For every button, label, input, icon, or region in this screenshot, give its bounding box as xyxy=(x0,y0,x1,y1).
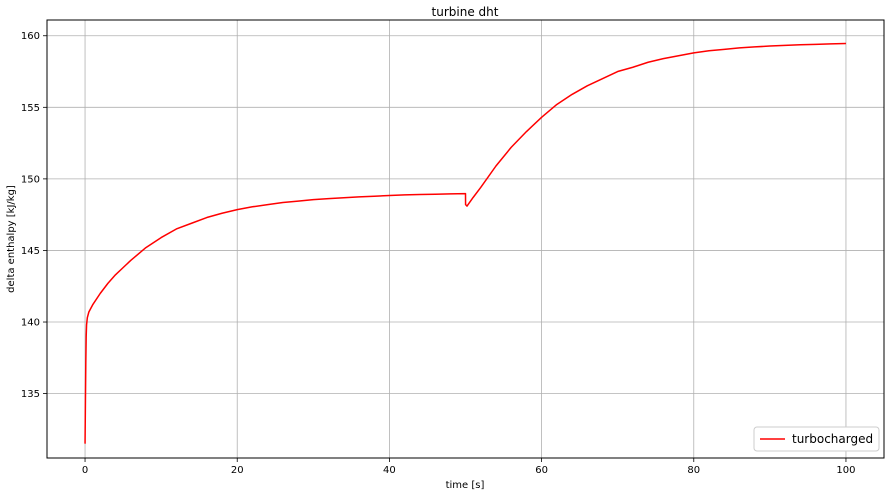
y-tick-label: 160 xyxy=(21,31,40,42)
plot-frame xyxy=(46,19,885,459)
chart-title: turbine dht xyxy=(432,5,499,19)
y-tick-label: 155 xyxy=(21,103,40,114)
x-tick-label: 40 xyxy=(383,465,396,476)
y-axis: 135 140 145 150 155 160 xyxy=(21,31,47,400)
x-tick-label: 100 xyxy=(836,465,855,476)
x-axis: 0 20 40 60 80 100 xyxy=(82,458,856,476)
x-tick-label: 20 xyxy=(231,465,244,476)
series-line-turbocharged xyxy=(84,42,846,444)
grid-lines xyxy=(47,20,884,458)
x-axis-label: time [s] xyxy=(446,480,485,491)
legend-label-turbocharged: turbocharged xyxy=(792,432,873,446)
y-axis-label: delta enthalpy [kJ/kg] xyxy=(6,185,17,293)
y-tick-label: 150 xyxy=(21,174,40,185)
legend: turbocharged xyxy=(753,426,880,452)
y-tick-label: 140 xyxy=(21,318,40,329)
x-tick-label: 60 xyxy=(535,465,548,476)
x-tick-label: 0 xyxy=(82,465,88,476)
x-tick-label: 80 xyxy=(687,465,700,476)
y-tick-label: 135 xyxy=(21,389,40,400)
legend-box xyxy=(753,426,880,452)
y-tick-label: 145 xyxy=(21,246,40,257)
series-layer xyxy=(84,42,846,444)
